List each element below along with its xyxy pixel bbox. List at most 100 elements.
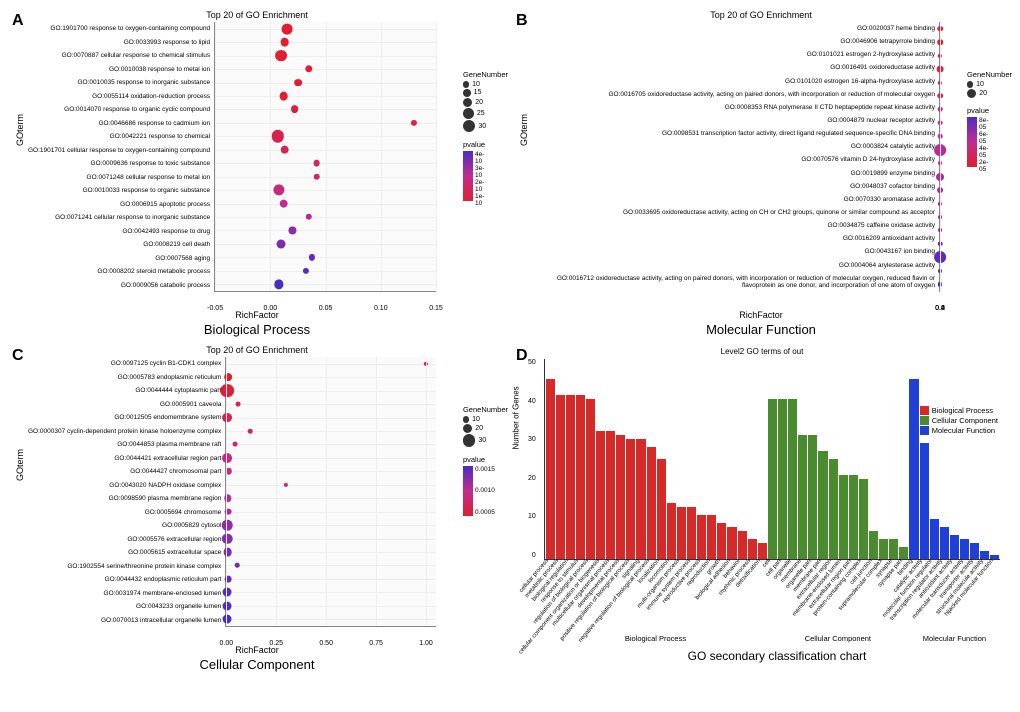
- panel-b: B Top 20 of GO Enrichment GOterm GO:0020…: [514, 10, 1010, 337]
- go-term-label: GO:0010033 response to organic substance: [28, 187, 210, 194]
- panel-a-plot: -0.050.000.050.100.15: [214, 22, 436, 292]
- x-tick: 0.25: [269, 640, 283, 647]
- panel-d-section-labels: Biological ProcessCellular ComponentMole…: [544, 634, 1000, 643]
- pvalue-colorbar: 4e-103e-102e-101e-10: [463, 151, 473, 201]
- classification-bar: cell junction: [869, 531, 878, 559]
- enrichment-dot: [411, 120, 417, 126]
- go-term-label: GO:0007568 aging: [28, 255, 210, 262]
- y-tick: 10: [528, 513, 536, 520]
- enrichment-dot: [248, 429, 253, 434]
- enrichment-dot: [235, 563, 240, 568]
- go-term-label: GO:0044421 extracellular region part: [28, 455, 221, 462]
- gene-legend-row: 10: [463, 416, 508, 423]
- classification-bar: behavior: [738, 531, 747, 559]
- go-term-label: GO:0055114 oxidation-reduction process: [28, 93, 210, 100]
- go-term-label: GO:0004879 nuclear receptor activity: [532, 117, 935, 124]
- gene-legend-row: 25: [463, 108, 508, 119]
- go-term-label: GO:1901701 cellular response to oxygen-c…: [28, 147, 210, 154]
- pvalue-tick: 6e-05: [979, 131, 988, 145]
- enrichment-dot: [281, 23, 292, 34]
- enrichment-dot: [224, 373, 232, 381]
- go-term-label: GO:0005576 extracellular region: [28, 536, 221, 543]
- panel-d-chart: Level2 GO terms of out Number of Genes 5…: [514, 345, 1010, 679]
- go-term-label: GO:0005615 extracellular space: [28, 549, 221, 556]
- panel-c-plot: 0.000.250.500.751.00: [225, 357, 436, 627]
- classification-bar: synapse: [889, 539, 898, 559]
- classification-bar: response to stimulus: [576, 395, 585, 559]
- go-term-label: GO:0008219 cell death: [28, 241, 210, 248]
- go-term-label: GO:0016491 oxidoreductase activity: [532, 64, 935, 71]
- go-term-label: GO:0033695 oxidoreductase activity, acti…: [532, 209, 935, 216]
- go-term-label: GO:0005694 chromosome: [28, 509, 221, 516]
- go-term-label: GO:0042493 response to drug: [28, 228, 210, 235]
- go-term-label: GO:0014070 response to organic cyclic co…: [28, 106, 210, 113]
- classification-bar: molecular function regulator: [930, 519, 939, 559]
- go-term-label: GO:0012505 endomembrane system: [28, 414, 221, 421]
- go-term-label: GO:0044444 cytoplasmic part: [28, 387, 221, 394]
- go-term-label: GO:0009056 catabolic process: [28, 282, 210, 289]
- go-term-label: GO:0070013 intracellular organelle lumen: [28, 617, 221, 624]
- go-term-label: GO:0003824 catalytic activity: [532, 143, 935, 150]
- panel-d-sublabel: GO secondary classification chart: [544, 649, 1010, 663]
- y-tick: 30: [528, 436, 536, 443]
- pvalue-legend-title: pvalue: [463, 140, 508, 149]
- y-tick: 20: [528, 475, 536, 482]
- panel-c-ylabel: GOterm: [15, 449, 25, 481]
- gene-legend-row: 10: [967, 81, 1012, 88]
- go-term-label: GO:0071248 cellular response to metal io…: [28, 174, 210, 181]
- x-tick: 0.15: [429, 305, 443, 312]
- panel-d-plot: cellular processmetabolic processbiologi…: [544, 359, 1000, 560]
- section-label: Molecular Function: [909, 634, 1000, 643]
- panel-letter-a: A: [12, 12, 24, 30]
- x-tick: 0.75: [369, 640, 383, 647]
- classification-bar: hijacked molecular function: [990, 555, 999, 559]
- enrichment-dot: [236, 402, 241, 407]
- panel-letter-b: B: [516, 12, 528, 30]
- pvalue-tick: 2e-05: [979, 159, 988, 173]
- bar-legend-row: Cellular Component: [920, 416, 998, 425]
- enrichment-dot: [305, 65, 312, 72]
- gene-legend-row: 20: [463, 98, 508, 107]
- go-term-label: GO:0010035 response to inorganic substan…: [28, 79, 210, 86]
- go-term-label: GO:0005783 endoplasmic reticulum: [28, 374, 221, 381]
- panel-a-chart: GOterm GO:1901700 response to oxygen-con…: [28, 22, 436, 292]
- pvalue-tick: 0.0015: [475, 466, 495, 473]
- panel-a-legend: GeneNumber1015202530pvalue4e-103e-102e-1…: [463, 70, 508, 203]
- enrichment-dot: [309, 254, 315, 260]
- go-term-label: GO:0008202 steroid metabolic process: [28, 268, 210, 275]
- panel-d-ylabel: Number of Genes: [512, 386, 521, 449]
- pvalue-colorbar: 8e-056e-054e-052e-05: [967, 117, 977, 167]
- enrichment-dot: [289, 227, 296, 234]
- x-tick: 0.05: [319, 305, 333, 312]
- go-term-label: GO:0043167 ion binding: [532, 248, 935, 255]
- x-tick: 0.6: [935, 305, 945, 312]
- classification-bar: binding: [909, 379, 918, 559]
- go-term-label: GO:0043233 organelle lumen: [28, 603, 221, 610]
- classification-bar: catalytic activity: [920, 443, 929, 559]
- go-term-label: GO:0009636 response to toxic substance: [28, 160, 210, 167]
- go-term-label: GO:0005829 cytosol: [28, 522, 221, 529]
- gene-legend-row: 30: [463, 120, 508, 132]
- panel-d: D Level2 GO terms of out Number of Genes…: [514, 345, 1010, 679]
- classification-bar: reproduction: [707, 515, 716, 559]
- enrichment-dot: [275, 280, 284, 289]
- go-term-label: GO:0020037 heme binding: [532, 25, 935, 32]
- go-term-label: GO:0070576 vitamin D 24-hydroxylase acti…: [532, 156, 935, 163]
- classification-bar: rhythmic process: [748, 539, 757, 559]
- classification-bar: extracellular region part: [849, 475, 858, 559]
- go-term-label: GO:1902554 serine/threonine protein kina…: [28, 563, 221, 570]
- enrichment-dot: [291, 106, 299, 114]
- enrichment-dot: [306, 214, 312, 220]
- classification-bar: membrane: [798, 435, 807, 559]
- pvalue-tick: 8e-05: [979, 117, 988, 131]
- classification-bar: negative regulation of biological proces…: [647, 447, 656, 559]
- gene-legend-title: GeneNumber: [463, 70, 508, 79]
- classification-bar: synapse part: [899, 547, 908, 559]
- classification-bar: regulation of biological process: [586, 399, 595, 559]
- classification-bar: localization: [657, 459, 666, 559]
- panel-c: C Top 20 of GO Enrichment GOterm GO:0097…: [10, 345, 506, 679]
- panel-d-legend: Biological ProcessCellular ComponentMole…: [920, 405, 998, 436]
- enrichment-dot: [284, 483, 288, 487]
- go-term-label: GO:0031974 membrane-enclosed lumen: [28, 590, 221, 597]
- panel-c-title: Top 20 of GO Enrichment: [78, 345, 436, 355]
